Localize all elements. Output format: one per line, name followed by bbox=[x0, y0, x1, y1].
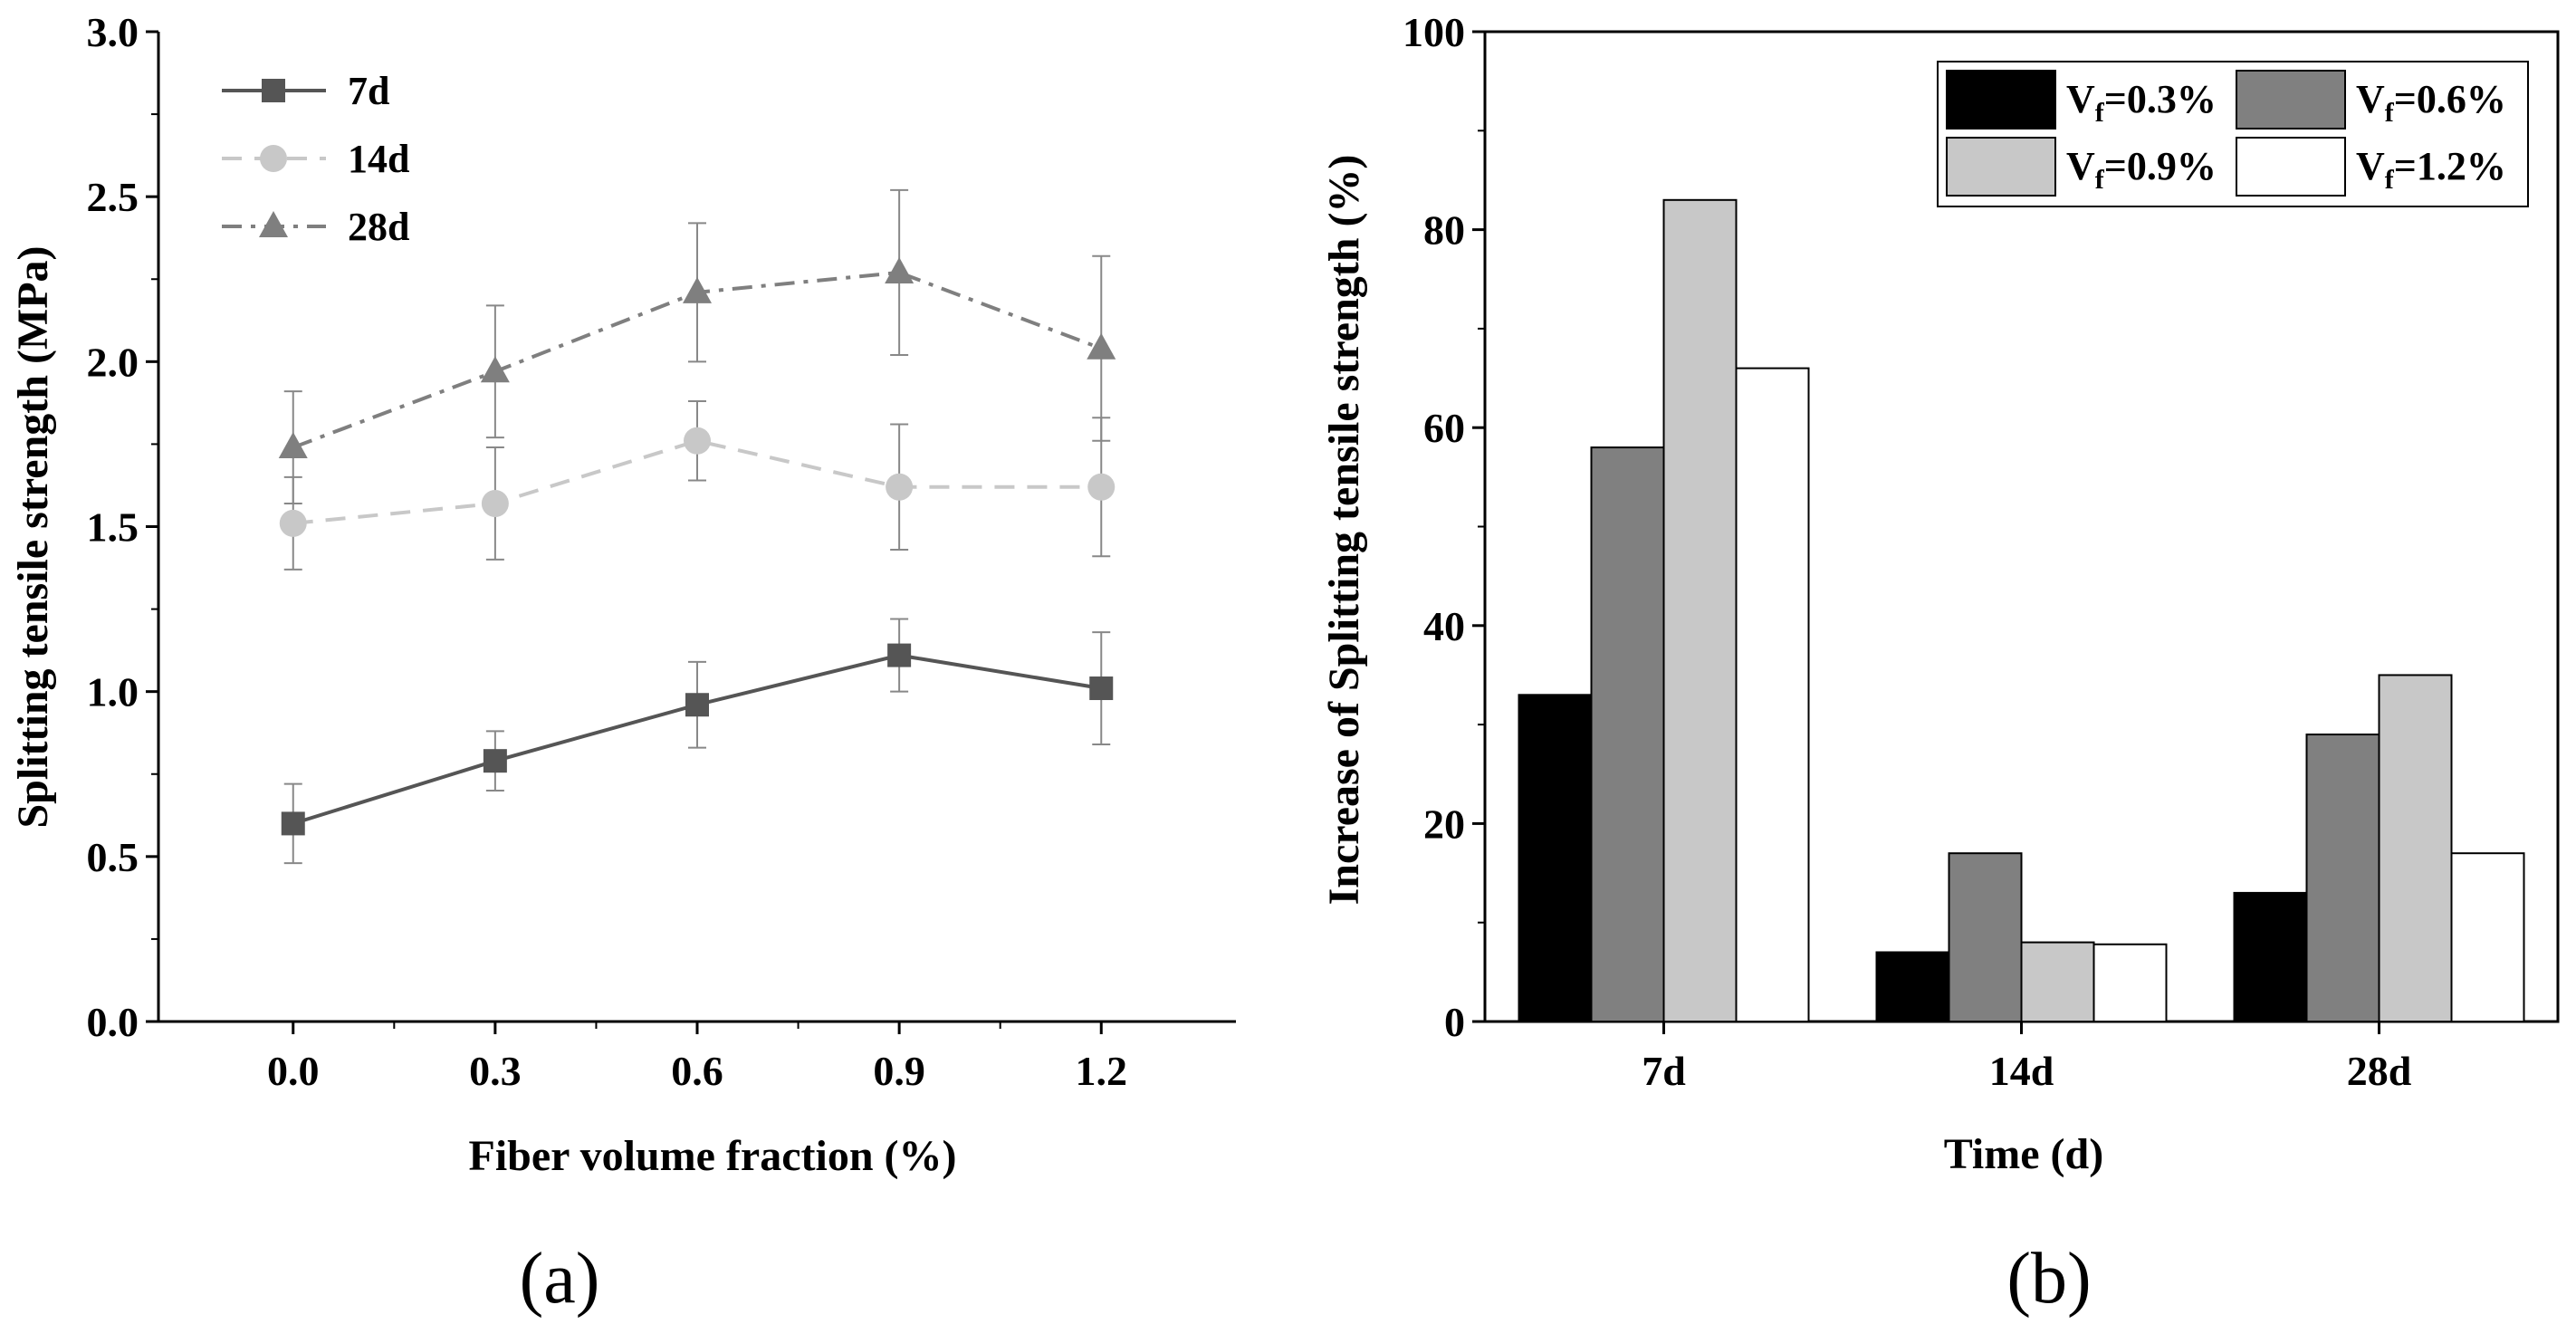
panel-a-y-tick-label: 0.0 bbox=[87, 999, 139, 1045]
panel-b-bar-28d-series-0 bbox=[2233, 891, 2308, 1022]
panel-a-x-tick-label: 0.6 bbox=[671, 1048, 723, 1094]
panel-b-legend-swatch bbox=[2236, 137, 2346, 197]
panel-a-y-axis-title: Splitting tensile strength (MPa) bbox=[9, 245, 57, 828]
panel-a-x-axis-title: Fiber volume fraction (%) bbox=[469, 1132, 957, 1180]
panel-a-x-tick-label: 0.9 bbox=[873, 1048, 925, 1094]
panel-a-point-7d bbox=[483, 749, 507, 773]
panel-a-x-tick-label: 1.2 bbox=[1076, 1048, 1128, 1094]
panel-b-y-tick-label: 100 bbox=[1403, 9, 1465, 55]
panel-b-legend-label-main: V bbox=[2356, 144, 2385, 188]
panel-a-point-28d bbox=[683, 276, 712, 303]
panel-b-legend-label: Vf=0.3% bbox=[2066, 77, 2217, 128]
panel-a-series-line-14d bbox=[292, 438, 1102, 525]
panel-a-point-14d bbox=[1087, 473, 1116, 501]
panel-a-y-tick-label: 3.0 bbox=[87, 9, 139, 55]
panel-b-legend-label: Vf=0.6% bbox=[2356, 77, 2506, 128]
panel-b-legend-swatch bbox=[1946, 70, 2056, 130]
panel-a-y-tick-label: 1.5 bbox=[87, 504, 139, 551]
panel-b-x-axis-title: Time (d) bbox=[1944, 1130, 2103, 1178]
panel-b-bar-14d-series-0 bbox=[1875, 951, 1950, 1022]
panel-a-point-28d bbox=[885, 256, 915, 283]
panel-b-legend-label-main: V bbox=[2066, 144, 2095, 188]
panel-b-y-tick-label: 40 bbox=[1423, 603, 1465, 649]
panel-a-line-chart: 0.0 0.5 1.0 1.5 2.0 2.5 3.0 0.0 0.3 0.6 0.9 1.2 7d 1… bbox=[9, 9, 1236, 1319]
panel-b-bar-28d-series-1 bbox=[2305, 734, 2380, 1023]
panel-a-legend-marker bbox=[262, 79, 285, 102]
panel-a-point-28d bbox=[1087, 332, 1116, 360]
panel-b-y-tick-label: 80 bbox=[1423, 207, 1465, 254]
panel-b-legend-label-rest: =0.3% bbox=[2104, 77, 2217, 121]
panel-a-x-tick-label: 0.3 bbox=[469, 1048, 522, 1094]
panel-b-legend-label-sub: f bbox=[2095, 165, 2105, 195]
panel-b-y-axis-title: Increase of Splitting tensile strength (… bbox=[1320, 155, 1368, 906]
panel-b-legend-label-sub: f bbox=[2385, 165, 2395, 195]
panel-a-point-14d bbox=[886, 473, 914, 501]
panel-b-legend-label-main: V bbox=[2356, 77, 2385, 121]
panel-b-bar-7d-series-3 bbox=[1735, 367, 1810, 1022]
panel-b-y-tick-label: 60 bbox=[1423, 405, 1465, 451]
panel-b-bar-7d-series-1 bbox=[1590, 446, 1665, 1022]
panel-b-bar-7d-series-2 bbox=[1662, 198, 1738, 1022]
panel-a-point-14d bbox=[279, 509, 307, 537]
panel-b-legend-label: Vf=0.9% bbox=[2066, 144, 2217, 195]
panel-b-legend-label: Vf=1.2% bbox=[2356, 144, 2506, 195]
panel-b-legend-label-main: V bbox=[2066, 77, 2095, 121]
panel-b-legend-swatch bbox=[2236, 70, 2346, 130]
panel-a-legend-marker bbox=[259, 211, 288, 237]
panel-b-label: (b) bbox=[2006, 1239, 2091, 1319]
panel-b-bar-14d-series-1 bbox=[1948, 852, 2023, 1022]
panel-b-legend-label-rest: =1.2% bbox=[2394, 144, 2506, 188]
panel-a-legend: 7d 14d 28d bbox=[222, 69, 409, 249]
panel-a-legend-label: 28d bbox=[348, 205, 409, 249]
panel-a-label: (a) bbox=[520, 1239, 600, 1319]
panel-b-x-tick-label: 14d bbox=[1989, 1048, 2054, 1094]
panel-b-bar-14d-series-2 bbox=[2020, 941, 2095, 1023]
panel-b-bar-28d-series-3 bbox=[2450, 852, 2525, 1022]
panel-b-legend-label-sub: f bbox=[2095, 98, 2105, 128]
panel-a-point-14d bbox=[684, 427, 711, 455]
panel-a-point-14d bbox=[481, 489, 509, 517]
panel-a-point-7d bbox=[281, 811, 305, 836]
panel-b-legend-label-rest: =0.9% bbox=[2104, 144, 2217, 188]
panel-b-legend: Vf=0.3% Vf=0.6%Vf=0.9% Vf=1.2% bbox=[1937, 61, 2529, 207]
panel-b-legend-label-rest: =0.6% bbox=[2394, 77, 2506, 121]
panel-b-legend-swatch bbox=[1946, 137, 2056, 197]
panel-a-point-7d bbox=[887, 643, 912, 667]
panel-b-legend-label-sub: f bbox=[2385, 98, 2395, 128]
panel-b-bar-14d-series-3 bbox=[2092, 943, 2168, 1022]
panel-a-point-7d bbox=[685, 693, 709, 717]
panel-b-bar-7d-series-0 bbox=[1518, 694, 1593, 1022]
panel-a-point-28d bbox=[480, 356, 510, 383]
panel-a-axes bbox=[157, 32, 1236, 1023]
panel-a-point-7d bbox=[1089, 676, 1114, 701]
panel-b-y-tick-label: 0 bbox=[1444, 999, 1465, 1045]
panel-a-y-tick-label: 2.5 bbox=[87, 174, 139, 220]
panel-a-y-tick-label: 0.5 bbox=[87, 834, 139, 880]
panel-b-bar-28d-series-2 bbox=[2378, 674, 2453, 1022]
panel-a-series-28d bbox=[278, 188, 1116, 504]
panel-a-series-14d bbox=[279, 400, 1116, 571]
panel-a-legend-label: 14d bbox=[348, 137, 409, 181]
panel-b-y-tick-label: 20 bbox=[1423, 801, 1465, 847]
panel-a-y-tick-label: 2.0 bbox=[87, 339, 139, 385]
panel-a-point-28d bbox=[278, 432, 308, 459]
panel-b-x-tick-label: 28d bbox=[2347, 1048, 2412, 1094]
panel-a-x-tick-label: 0.0 bbox=[267, 1048, 320, 1094]
panel-a-legend-label: 7d bbox=[348, 69, 389, 113]
panel-a-legend-marker bbox=[260, 145, 287, 172]
panel-b-x-tick-label: 7d bbox=[1642, 1048, 1686, 1094]
panel-a-series-7d bbox=[281, 618, 1114, 865]
panel-a-y-tick-label: 1.0 bbox=[87, 669, 139, 715]
